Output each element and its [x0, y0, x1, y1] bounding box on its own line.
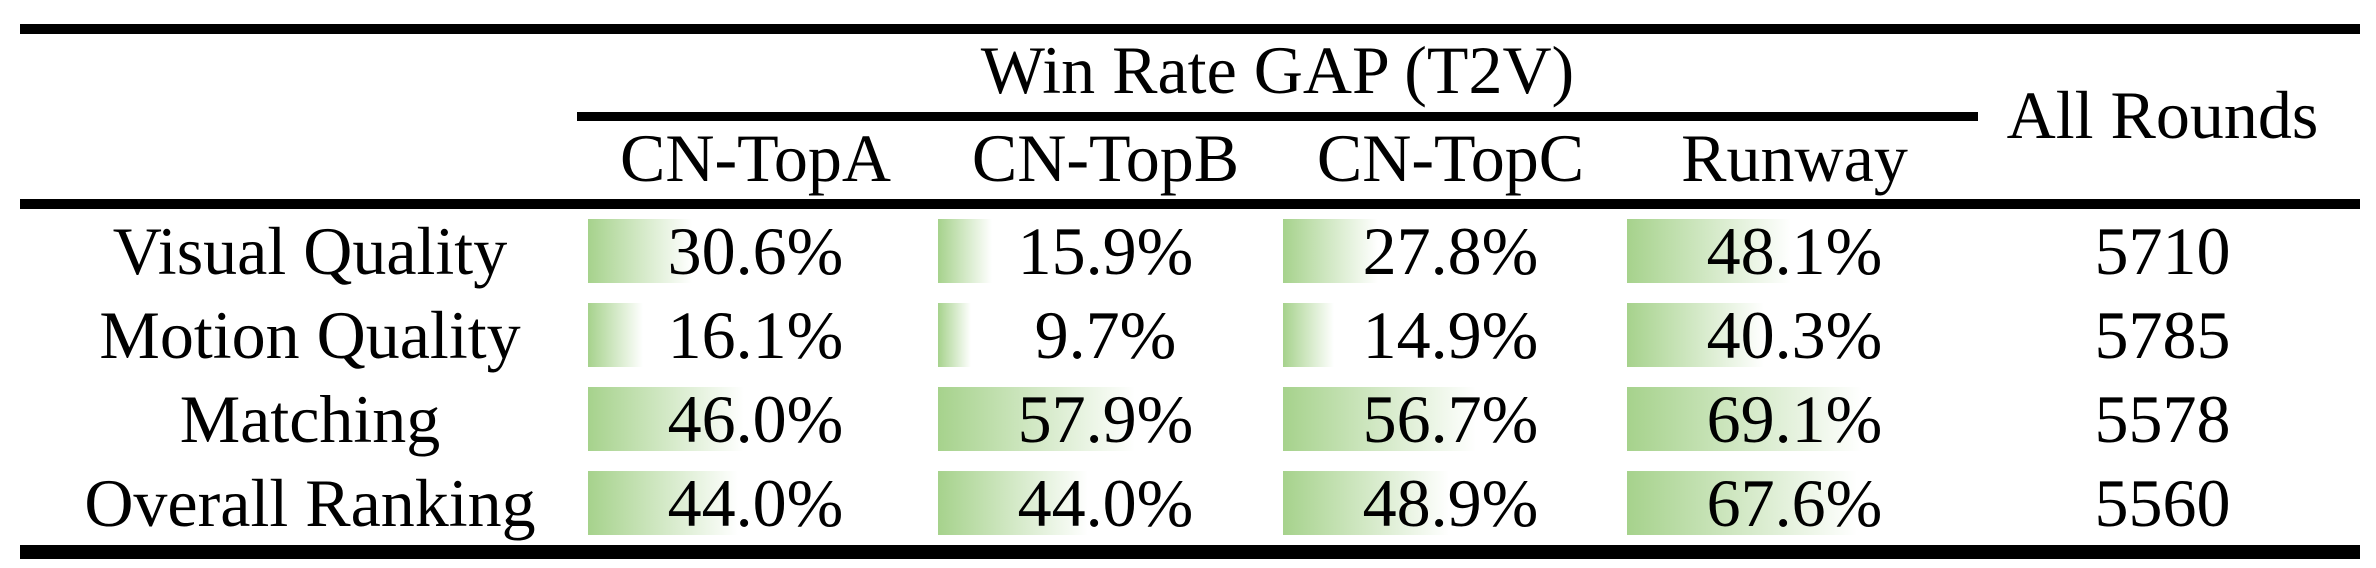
win-rate-bar — [1627, 471, 1857, 535]
column-header-all-rounds: All Rounds — [2006, 76, 2319, 153]
bottom-rule — [20, 545, 2360, 559]
win-rate-cell: 69.1% — [1627, 377, 1962, 461]
table-title: Win Rate GAP (T2V) — [980, 32, 1575, 108]
win-rate-value: 30.6% — [667, 213, 844, 289]
win-rate-bar — [1283, 303, 1334, 367]
win-rate-value: 40.3% — [1706, 297, 1883, 373]
win-rate-bar — [1627, 219, 1791, 283]
win-rate-value: 46.0% — [667, 381, 844, 457]
win-rate-cell: 44.0% — [938, 461, 1273, 545]
column-header-cn-topa: CN-TopA — [619, 120, 891, 196]
win-rate-cell: 9.7% — [938, 293, 1273, 377]
win-rate-bar — [938, 219, 993, 283]
column-header-cn-topc: CN-TopC — [1316, 120, 1585, 196]
win-rate-value: 69.1% — [1706, 381, 1883, 457]
win-rate-bar — [1283, 219, 1378, 283]
column-header-row: CN-TopA CN-TopB CN-TopC Runway — [0, 118, 2376, 198]
row-label: Overall Ranking — [84, 465, 536, 541]
table-row: Matching 46.0% 57.9% 56.7% 69.1% 5578 — [0, 377, 2376, 461]
win-rate-bar — [588, 471, 738, 535]
win-rate-value: 48.9% — [1362, 465, 1539, 541]
win-rate-value: 57.9% — [1017, 381, 1194, 457]
table-row: Visual Quality 30.6% 15.9% 27.8% 48.1% 5… — [0, 209, 2376, 293]
win-rate-value: 67.6% — [1706, 465, 1883, 541]
win-rate-cell: 48.9% — [1283, 461, 1618, 545]
win-rate-cell: 57.9% — [938, 377, 1273, 461]
win-rate-value: 27.8% — [1362, 213, 1539, 289]
header-bottom-rule — [20, 199, 2360, 209]
win-rate-cell: 46.0% — [588, 377, 923, 461]
win-rate-bar — [1283, 471, 1450, 535]
win-rate-cell: 40.3% — [1627, 293, 1962, 377]
win-rate-value: 14.9% — [1362, 297, 1539, 373]
win-rate-bar — [1627, 387, 1862, 451]
win-rate-cell: 67.6% — [1627, 461, 1962, 545]
win-rate-value: 15.9% — [1017, 213, 1194, 289]
win-rate-bar — [588, 303, 643, 367]
all-rounds-value: 5785 — [2094, 297, 2231, 373]
top-rule — [20, 24, 2360, 34]
win-rate-bar — [938, 471, 1088, 535]
table-row: Motion Quality 16.1% 9.7% 14.9% 40.3% 57… — [0, 293, 2376, 377]
win-rate-cell: 15.9% — [938, 209, 1273, 293]
win-rate-cell: 16.1% — [588, 293, 923, 377]
win-rate-bar — [1283, 387, 1476, 451]
win-rate-cell: 14.9% — [1283, 293, 1618, 377]
group-span-rule — [577, 112, 1978, 121]
win-rate-bar — [1627, 303, 1765, 367]
win-rate-bar — [588, 219, 693, 283]
win-rate-cell: 48.1% — [1627, 209, 1962, 293]
win-rate-value: 44.0% — [1017, 465, 1194, 541]
all-rounds-value: 5578 — [2094, 381, 2231, 457]
column-header-runway: Runway — [1681, 120, 1908, 196]
win-rate-cell: 30.6% — [588, 209, 923, 293]
column-header-cn-topb: CN-TopB — [971, 120, 1240, 196]
win-rate-value: 44.0% — [667, 465, 844, 541]
row-label: Matching — [179, 381, 441, 457]
win-rate-value: 9.7% — [1034, 297, 1177, 373]
win-rate-bar — [588, 387, 745, 451]
win-rate-cell: 27.8% — [1283, 209, 1618, 293]
all-rounds-value: 5560 — [2094, 465, 2231, 541]
win-rate-cell: 56.7% — [1283, 377, 1618, 461]
win-rate-value: 56.7% — [1362, 381, 1539, 457]
win-rate-bar — [938, 387, 1135, 451]
win-rate-cell: 44.0% — [588, 461, 923, 545]
row-label: Visual Quality — [112, 213, 508, 289]
win-rate-value: 16.1% — [667, 297, 844, 373]
all-rounds-value: 5710 — [2094, 213, 2231, 289]
row-label: Motion Quality — [99, 297, 521, 373]
win-rate-value: 48.1% — [1706, 213, 1883, 289]
table-body: Visual Quality 30.6% 15.9% 27.8% 48.1% 5… — [0, 209, 2376, 545]
win-rate-bar — [938, 303, 971, 367]
table-row: Overall Ranking 44.0% 44.0% 48.9% 67.6% … — [0, 461, 2376, 545]
